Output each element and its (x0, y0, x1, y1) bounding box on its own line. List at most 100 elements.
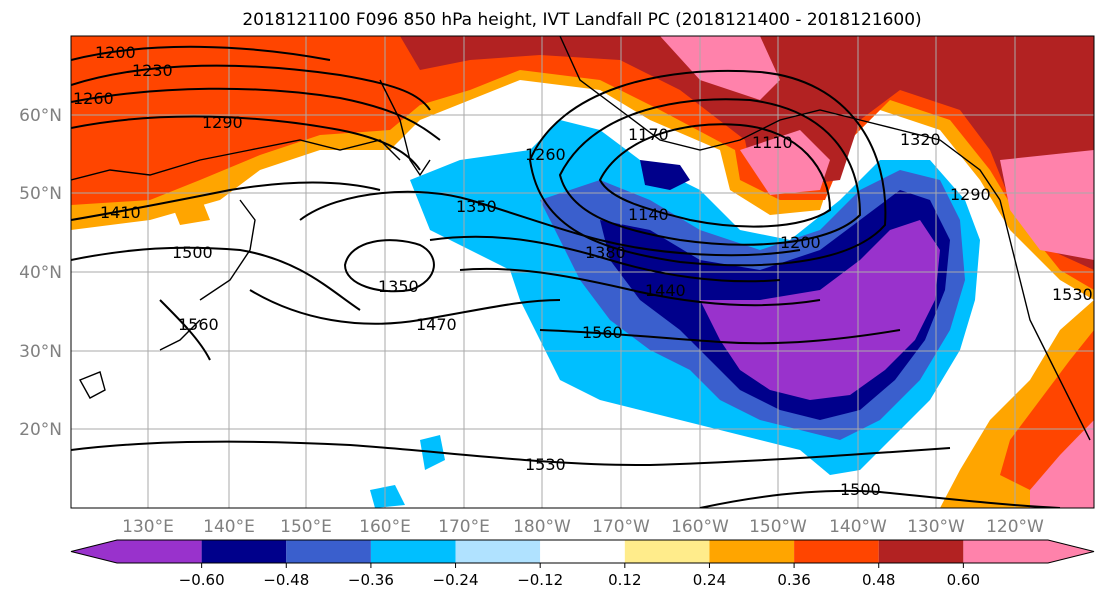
colorbar-tick-label: 0.24 (693, 571, 726, 589)
contour-1200-nw (71, 45, 331, 61)
lon-tick-label: 150°E (280, 517, 332, 537)
colorbar-tick-label: −0.24 (433, 571, 479, 589)
colorbar-segment (540, 540, 625, 563)
colorbar-segment (709, 540, 795, 563)
lon-axis: 130°E 140°E 150°E 160°E 170°E 180°W 170°… (122, 517, 1044, 537)
map-panel: 1200 1230 1260 1290 1410 1500 1560 1350 … (70, 35, 1095, 509)
contour-label: 1560 (178, 315, 219, 334)
colorbar-segment (201, 540, 287, 563)
colorbar-segment (878, 540, 964, 563)
contour-label: 1500 (172, 243, 213, 262)
figure-title: 2018121100 F096 850 hPa height, IVT Land… (242, 10, 921, 30)
lat-tick-label: 60°N (19, 106, 62, 126)
colorbar-tick-label: 0.12 (608, 571, 641, 589)
contour-1380 (429, 235, 781, 283)
shade-pink-ak (740, 130, 830, 195)
shade-darkred-north (400, 36, 1094, 270)
coast-na-west (999, 199, 1091, 441)
contour-label: 1560 (582, 323, 623, 342)
contour-label: 1500 (840, 480, 881, 499)
contour-1260-nw (71, 87, 441, 141)
lat-axis: 60°N 50°N 40°N 30°N 20°N (19, 106, 62, 440)
lon-tick-label: 170°W (592, 517, 650, 537)
contour-low-ring-2 (558, 98, 862, 246)
contour-label: 1530 (1052, 285, 1093, 304)
colorbar-tick-label: −0.60 (179, 571, 225, 589)
shade-purple (700, 220, 940, 400)
contour-1500 (71, 246, 361, 311)
shade-navy-blob (640, 160, 690, 190)
contour-label: 1230 (132, 61, 173, 80)
contour-label: 1440 (645, 281, 686, 300)
contour-label: 1290 (950, 185, 991, 204)
contour-1560 (159, 299, 211, 361)
contour-label: 1350 (456, 197, 497, 216)
lon-tick-label: 160°E (359, 517, 411, 537)
contour-1230 (71, 64, 431, 111)
contour-1290 (71, 115, 421, 171)
contour-1350-ring (343, 239, 435, 293)
colorbar: −0.60 −0.48 −0.36 −0.24 −0.12 0.12 0.24 0.36 0.4… (70, 539, 1095, 589)
contour-label: 1140 (628, 205, 669, 224)
map-frame (70, 35, 1095, 509)
colorbar-segment (794, 540, 879, 563)
contour-1470 (249, 289, 561, 325)
contour-label: 1410 (100, 203, 141, 222)
colorbar-tick-label: −0.48 (263, 571, 309, 589)
shade-pink-east (1000, 150, 1094, 260)
contour-1560-mid (539, 329, 901, 345)
shade-cyan-small-2 (370, 485, 405, 508)
ivt-shading (71, 36, 1094, 508)
coast-japan (159, 199, 256, 351)
coast-taiwan (79, 371, 106, 399)
colorbar-tick-label: 0.48 (862, 571, 895, 589)
contour-label: 1260 (73, 89, 114, 108)
contour-label: 1380 (585, 243, 626, 262)
contour-label: 1200 (780, 233, 821, 252)
colorbar-segment (624, 540, 710, 563)
contour-label: 1260 (525, 145, 566, 164)
contour-label: 1320 (900, 130, 941, 149)
contour-labels: 1200 1230 1260 1290 1410 1500 1560 1350 … (73, 43, 1093, 499)
colorbar-outline (70, 539, 1095, 564)
lon-tick-label: 160°W (671, 517, 729, 537)
colorbar-segment (455, 540, 541, 563)
contour-low-ring-1 (598, 123, 832, 228)
contour-label: 1350 (378, 277, 419, 296)
colorbar-segment (370, 540, 456, 563)
colorbar-tick-label: 0.60 (947, 571, 980, 589)
contour-label: 1530 (525, 455, 566, 474)
lon-tick-label: 120°W (986, 517, 1044, 537)
contour-label: 1290 (202, 113, 243, 132)
contour-label: 1470 (416, 315, 457, 334)
lat-tick-label: 20°N (19, 420, 62, 440)
lon-tick-label: 180°W (513, 517, 571, 537)
contour-label: 1170 (628, 125, 669, 144)
height-contours (71, 45, 1061, 508)
lat-tick-label: 40°N (19, 263, 62, 283)
shade-pink-north (660, 36, 780, 100)
lon-tick-label: 130°W (907, 517, 965, 537)
colorbar-tick-label: 0.36 (777, 571, 810, 589)
contour-1500-south (699, 489, 1061, 508)
lon-tick-label: 140°E (203, 517, 255, 537)
contour-1410 (71, 181, 381, 221)
colorbar-segment (286, 540, 371, 563)
lat-tick-label: 30°N (19, 342, 62, 362)
graticule (71, 36, 1094, 508)
contour-label: 1200 (95, 43, 136, 62)
contour-low-ring-3 (528, 69, 887, 267)
lon-tick-label: 140°W (829, 517, 887, 537)
coast-alaska (559, 36, 1001, 201)
contour-1440 (459, 267, 821, 307)
shade-pink-se (1030, 420, 1094, 508)
lat-tick-label: 50°N (19, 184, 62, 204)
contour-label: 1110 (752, 133, 793, 152)
coast-asia (71, 139, 401, 181)
colorbar-segment (71, 540, 202, 563)
colorbar-tick-label: −0.36 (348, 571, 394, 589)
colorbar-segment (963, 540, 1094, 563)
contour-1350-outer (299, 190, 801, 257)
lon-tick-label: 150°W (749, 517, 807, 537)
